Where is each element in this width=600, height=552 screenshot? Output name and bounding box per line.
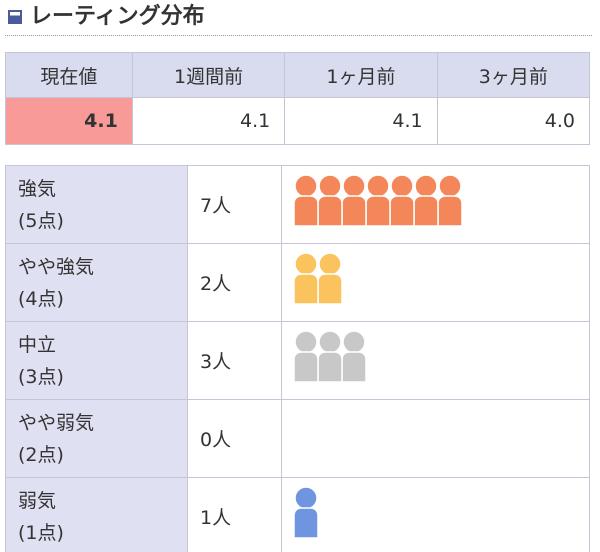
icon-body <box>317 195 343 227</box>
person-icon <box>293 252 319 305</box>
people-icons <box>292 408 322 464</box>
icon-head <box>318 252 342 276</box>
icon-body <box>317 351 343 383</box>
icon-body <box>341 351 367 383</box>
icon-body <box>293 351 319 383</box>
icon-head <box>414 174 438 198</box>
count-label: 7人 <box>187 165 282 244</box>
people-icons <box>293 174 463 227</box>
rating-points: (5点) <box>18 209 64 232</box>
person-icon <box>317 174 343 227</box>
distribution-row: 弱気 (1点) 1人 <box>5 477 590 552</box>
icon-head <box>366 174 390 198</box>
rating-name: やや強気 <box>18 255 95 278</box>
people-icons <box>293 252 343 305</box>
column-header: 1週間前 <box>131 52 286 98</box>
person-icon <box>437 174 463 227</box>
person-icon <box>293 174 319 227</box>
icon-head <box>342 174 366 198</box>
count-label: 3人 <box>187 321 282 400</box>
icon-head <box>318 174 342 198</box>
people-icons <box>293 330 367 383</box>
column-header: 現在値 <box>5 52 133 98</box>
rating-label: 中立 (3点) <box>5 321 188 400</box>
count-bar <box>281 477 590 552</box>
icon-body <box>293 195 319 227</box>
icon-body <box>413 195 439 227</box>
title-text: レーティング分布 <box>30 4 205 29</box>
distribution-table: 強気 (5点) 7人やや強気 (4点) 2人中立 (3点) 3人やや弱気 (2点) 0人弱気 (1… <box>5 165 590 552</box>
divider <box>5 35 592 36</box>
icon-head <box>390 174 414 198</box>
rating-points: (4点) <box>18 287 64 310</box>
person-icon <box>341 330 367 383</box>
person-icon <box>317 252 343 305</box>
rating-points: (3点) <box>18 365 64 388</box>
rating-label: やや弱気 (2点) <box>5 399 188 478</box>
rating-name: やや弱気 <box>18 411 95 434</box>
count-bar <box>281 165 590 244</box>
icon-head <box>318 330 342 354</box>
rating-points: (2点) <box>18 443 64 466</box>
column-header: 3ヶ月前 <box>436 52 591 98</box>
person-icon <box>341 174 367 227</box>
icon-head <box>294 330 318 354</box>
rating-value: 4.0 <box>436 97 591 145</box>
icon-body <box>293 507 319 539</box>
rating-points: (1点) <box>18 521 64 544</box>
icon-head <box>294 252 318 276</box>
people-icons <box>293 486 319 539</box>
rating-value: 4.1 <box>284 97 438 145</box>
icon-body <box>437 195 463 227</box>
distribution-row: やや弱気 (2点) 0人 <box>5 399 590 478</box>
distribution-row: やや強気 (4点) 2人 <box>5 243 590 322</box>
icon-head <box>438 174 462 198</box>
count-label: 1人 <box>187 477 282 552</box>
icon-body <box>365 195 391 227</box>
person-icon <box>389 174 415 227</box>
icon-body <box>341 195 367 227</box>
rating-label: 強気 (5点) <box>5 165 188 244</box>
icon-head <box>342 330 366 354</box>
icon-body <box>293 273 319 305</box>
rating-name: 中立 <box>18 333 57 356</box>
summary-table: 現在値 1週間前 1ヶ月前 3ヶ月前 4.1 4.1 4.1 4.0 <box>5 52 591 145</box>
person-icon <box>317 330 343 383</box>
count-label: 0人 <box>187 399 282 478</box>
distribution-row: 中立 (3点) 3人 <box>5 321 590 400</box>
person-icon <box>413 174 439 227</box>
section-title: レーティング分布 <box>8 2 205 32</box>
icon-head <box>294 174 318 198</box>
rating-value: 4.1 <box>5 97 133 145</box>
count-bar <box>281 321 590 400</box>
icon-head <box>294 486 318 510</box>
rating-value: 4.1 <box>131 97 286 145</box>
person-icon <box>293 330 319 383</box>
icon-body <box>317 273 343 305</box>
rating-label: 弱気 (1点) <box>5 477 188 552</box>
title-icon <box>8 10 22 24</box>
count-bar <box>281 243 590 322</box>
count-bar <box>281 399 590 478</box>
column-header: 1ヶ月前 <box>284 52 438 98</box>
rating-name: 強気 <box>18 177 57 200</box>
person-icon <box>293 486 319 539</box>
icon-body <box>389 195 415 227</box>
count-label: 2人 <box>187 243 282 322</box>
rating-label: やや強気 (4点) <box>5 243 188 322</box>
person-icon <box>365 174 391 227</box>
distribution-row: 強気 (5点) 7人 <box>5 165 590 244</box>
rating-name: 弱気 <box>18 489 57 512</box>
